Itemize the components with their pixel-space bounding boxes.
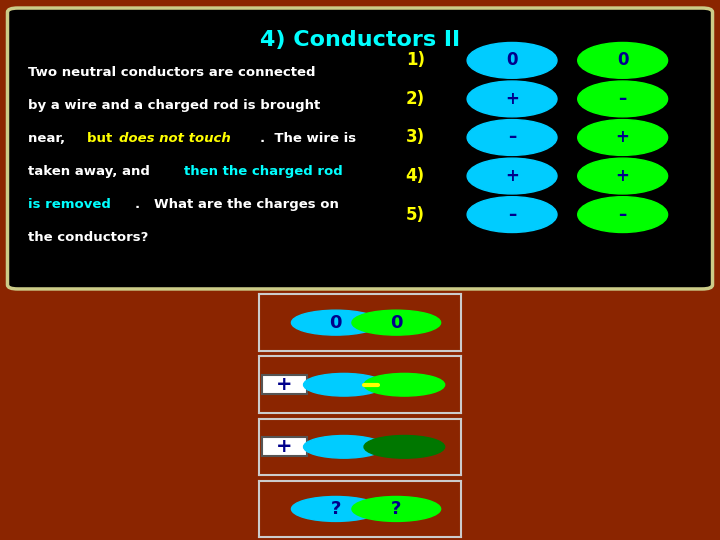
- Text: –: –: [508, 129, 516, 146]
- Text: 0: 0: [390, 314, 402, 332]
- Text: then the charged rod: then the charged rod: [184, 165, 343, 178]
- Circle shape: [577, 197, 667, 233]
- Text: +: +: [616, 167, 629, 185]
- Text: 4): 4): [406, 167, 425, 185]
- Circle shape: [577, 81, 667, 117]
- Circle shape: [577, 119, 667, 156]
- Text: +: +: [616, 129, 629, 146]
- Text: 2): 2): [406, 90, 425, 108]
- Circle shape: [292, 310, 380, 335]
- Circle shape: [304, 435, 384, 458]
- Text: +: +: [276, 375, 292, 394]
- Text: –: –: [618, 90, 627, 108]
- Text: –: –: [618, 206, 627, 224]
- Text: +: +: [276, 437, 292, 456]
- Text: ?: ?: [330, 500, 341, 518]
- Text: taken away, and: taken away, and: [28, 165, 155, 178]
- Circle shape: [352, 496, 441, 522]
- Text: +: +: [505, 90, 519, 108]
- Text: near,: near,: [28, 132, 70, 145]
- Text: by a wire and a charged rod is brought: by a wire and a charged rod is brought: [28, 99, 320, 112]
- Text: Two neutral conductors are connected: Two neutral conductors are connected: [28, 66, 316, 79]
- Circle shape: [467, 197, 557, 233]
- Circle shape: [577, 158, 667, 194]
- Circle shape: [577, 43, 667, 78]
- FancyBboxPatch shape: [262, 375, 307, 394]
- Text: does not touch: does not touch: [120, 132, 231, 145]
- Circle shape: [467, 119, 557, 156]
- Text: ?: ?: [391, 500, 402, 518]
- Text: 4) Conductors II: 4) Conductors II: [260, 30, 460, 50]
- Circle shape: [467, 81, 557, 117]
- Circle shape: [292, 496, 380, 522]
- Text: 5): 5): [406, 206, 425, 224]
- Circle shape: [364, 374, 445, 396]
- Text: 0: 0: [330, 314, 342, 332]
- Text: 1): 1): [406, 51, 425, 69]
- Circle shape: [467, 158, 557, 194]
- Text: but: but: [87, 132, 117, 145]
- FancyBboxPatch shape: [262, 437, 307, 456]
- Circle shape: [467, 43, 557, 78]
- Circle shape: [352, 310, 441, 335]
- FancyBboxPatch shape: [7, 8, 713, 289]
- Text: is removed: is removed: [28, 198, 111, 211]
- Text: 3): 3): [406, 129, 425, 146]
- Text: .  The wire is: . The wire is: [260, 132, 356, 145]
- Text: 0: 0: [506, 51, 518, 69]
- Text: +: +: [505, 167, 519, 185]
- Text: 0: 0: [617, 51, 629, 69]
- Circle shape: [364, 435, 445, 458]
- Circle shape: [304, 374, 384, 396]
- Text: .   What are the charges on: . What are the charges on: [135, 198, 339, 211]
- Text: the conductors?: the conductors?: [28, 231, 148, 244]
- Text: –: –: [508, 206, 516, 224]
